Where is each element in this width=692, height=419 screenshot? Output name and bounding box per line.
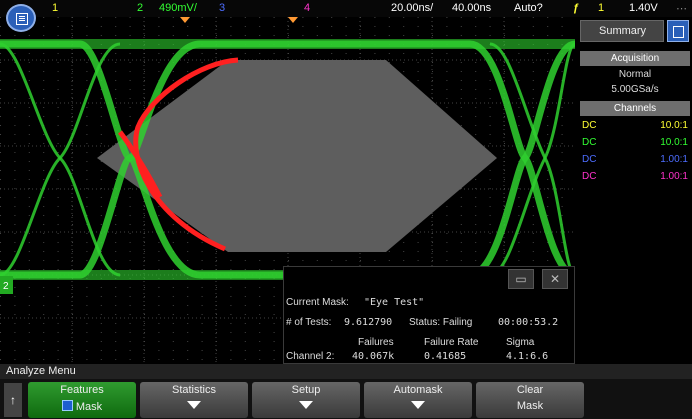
summary-title: Summary bbox=[599, 25, 647, 37]
softkey-label-2: Mask bbox=[516, 400, 544, 412]
waveform-area[interactable]: 2 bbox=[0, 17, 575, 364]
ch2-label[interactable]: 2 bbox=[137, 2, 144, 14]
main-menu-button[interactable] bbox=[6, 4, 36, 32]
delay-value[interactable]: 40.00ns bbox=[452, 2, 492, 14]
delay-marker[interactable] bbox=[288, 17, 298, 23]
channel-coupling: DC bbox=[582, 120, 597, 131]
clear-mask-softkey[interactable]: Clear Mask bbox=[476, 382, 584, 418]
elapsed-time: 00:00:53.2 bbox=[498, 317, 559, 328]
channel-probe-ratio: 10.0:1 bbox=[660, 120, 688, 131]
softkey-label: Clear bbox=[516, 384, 544, 396]
softkey-label: Setup bbox=[291, 384, 321, 396]
ch2-scale[interactable]: 490mV/ bbox=[159, 2, 197, 14]
checkbox-icon bbox=[61, 400, 73, 411]
chevron-down-icon bbox=[252, 400, 360, 412]
channel-coupling: DC bbox=[582, 154, 597, 165]
sigma-value: 4.1:6.6 bbox=[506, 351, 549, 362]
setup-softkey[interactable]: Setup bbox=[252, 382, 360, 418]
channel-row: DC 10.0:1 bbox=[580, 137, 690, 152]
ch2-ground-marker[interactable] bbox=[0, 276, 13, 294]
channel-coupling: DC bbox=[582, 171, 597, 182]
chevron-down-icon bbox=[364, 400, 472, 412]
ch1-label[interactable]: 1 bbox=[52, 2, 59, 14]
automask-softkey[interactable]: Automask bbox=[364, 382, 472, 418]
tests-label: # of Tests: bbox=[286, 317, 332, 328]
softkey-bar: ↑ Features Mask Statistics Setup Automas… bbox=[0, 379, 692, 419]
mask-checkbox[interactable]: Mask bbox=[28, 400, 136, 413]
channel-probe-ratio: 1.00:1 bbox=[660, 171, 688, 182]
summary-panel: Summary Acquisition Normal 5.00GSa/s Cha… bbox=[576, 17, 692, 364]
svg-text:2: 2 bbox=[3, 281, 9, 292]
back-up-button[interactable]: ↑ bbox=[4, 383, 22, 417]
statistics-softkey[interactable]: Statistics bbox=[140, 382, 248, 418]
current-mask-name: "Eye Test" bbox=[364, 297, 425, 308]
channels-header: Channels bbox=[580, 101, 690, 116]
channel-row-label: Channel 2: bbox=[286, 351, 335, 362]
summary-tab[interactable]: Summary bbox=[580, 20, 664, 42]
softkey-label: Automask bbox=[393, 384, 443, 396]
mask-test-results: ▭ ✕ Current Mask: "Eye Test" # of Tests:… bbox=[283, 266, 575, 364]
softkey-value: Mask bbox=[75, 401, 103, 413]
trigger-mode[interactable]: Auto? bbox=[514, 2, 543, 14]
ch4-label[interactable]: 4 bbox=[304, 2, 311, 14]
channel-probe-ratio: 10.0:1 bbox=[660, 137, 688, 148]
acquisition-header: Acquisition bbox=[580, 51, 690, 66]
menu-title: Analyze Menu bbox=[0, 364, 692, 379]
sigma-header: Sigma bbox=[506, 337, 535, 348]
channel-probe-ratio: 1.00:1 bbox=[660, 154, 688, 165]
trigger-position-marker[interactable] bbox=[180, 17, 190, 23]
channel-coupling: DC bbox=[582, 137, 597, 148]
failures-header: Failures bbox=[358, 337, 394, 348]
status-text: Status: Failing bbox=[409, 317, 473, 328]
close-results-button[interactable]: ✕ bbox=[542, 269, 568, 289]
ch3-label[interactable]: 3 bbox=[219, 2, 226, 14]
chevron-down-icon bbox=[140, 400, 248, 412]
softkey-label: Features bbox=[60, 384, 104, 396]
features-softkey[interactable]: Features Mask bbox=[28, 382, 136, 418]
trigger-channel[interactable]: 1 bbox=[598, 2, 605, 14]
current-mask-label: Current Mask: bbox=[286, 297, 349, 308]
grid-icon: ⋯ bbox=[676, 3, 687, 15]
failure-rate-header: Failure Rate bbox=[424, 337, 479, 348]
channel-row: DC 1.00:1 bbox=[580, 154, 690, 169]
trigger-edge-icon: ƒ bbox=[573, 2, 580, 14]
acquisition-mode: Normal bbox=[618, 69, 652, 80]
channel-row: DC 1.00:1 bbox=[580, 171, 690, 186]
tests-value: 9.612790 bbox=[344, 317, 393, 328]
channel-row: DC 10.0:1 bbox=[580, 120, 690, 135]
panel-menu-icon[interactable] bbox=[667, 20, 689, 42]
menu-icon bbox=[16, 13, 28, 25]
minimize-results-button[interactable]: ▭ bbox=[508, 269, 534, 289]
softkey-label: Statistics bbox=[171, 384, 216, 396]
status-bar: 1 2 490mV/ 3 4 20.00ns/ 40.00ns Auto? ƒ … bbox=[0, 0, 692, 17]
mask-region bbox=[97, 60, 497, 252]
failure-rate-value: 0.41685 bbox=[424, 351, 467, 362]
timebase-value[interactable]: 20.00ns/ bbox=[391, 2, 434, 14]
mask-failures bbox=[117, 57, 239, 252]
trigger-level[interactable]: 1.40V bbox=[629, 2, 658, 14]
sample-rate: 5.00GSa/s bbox=[611, 84, 659, 95]
failures-value: 40.067k bbox=[352, 351, 395, 362]
